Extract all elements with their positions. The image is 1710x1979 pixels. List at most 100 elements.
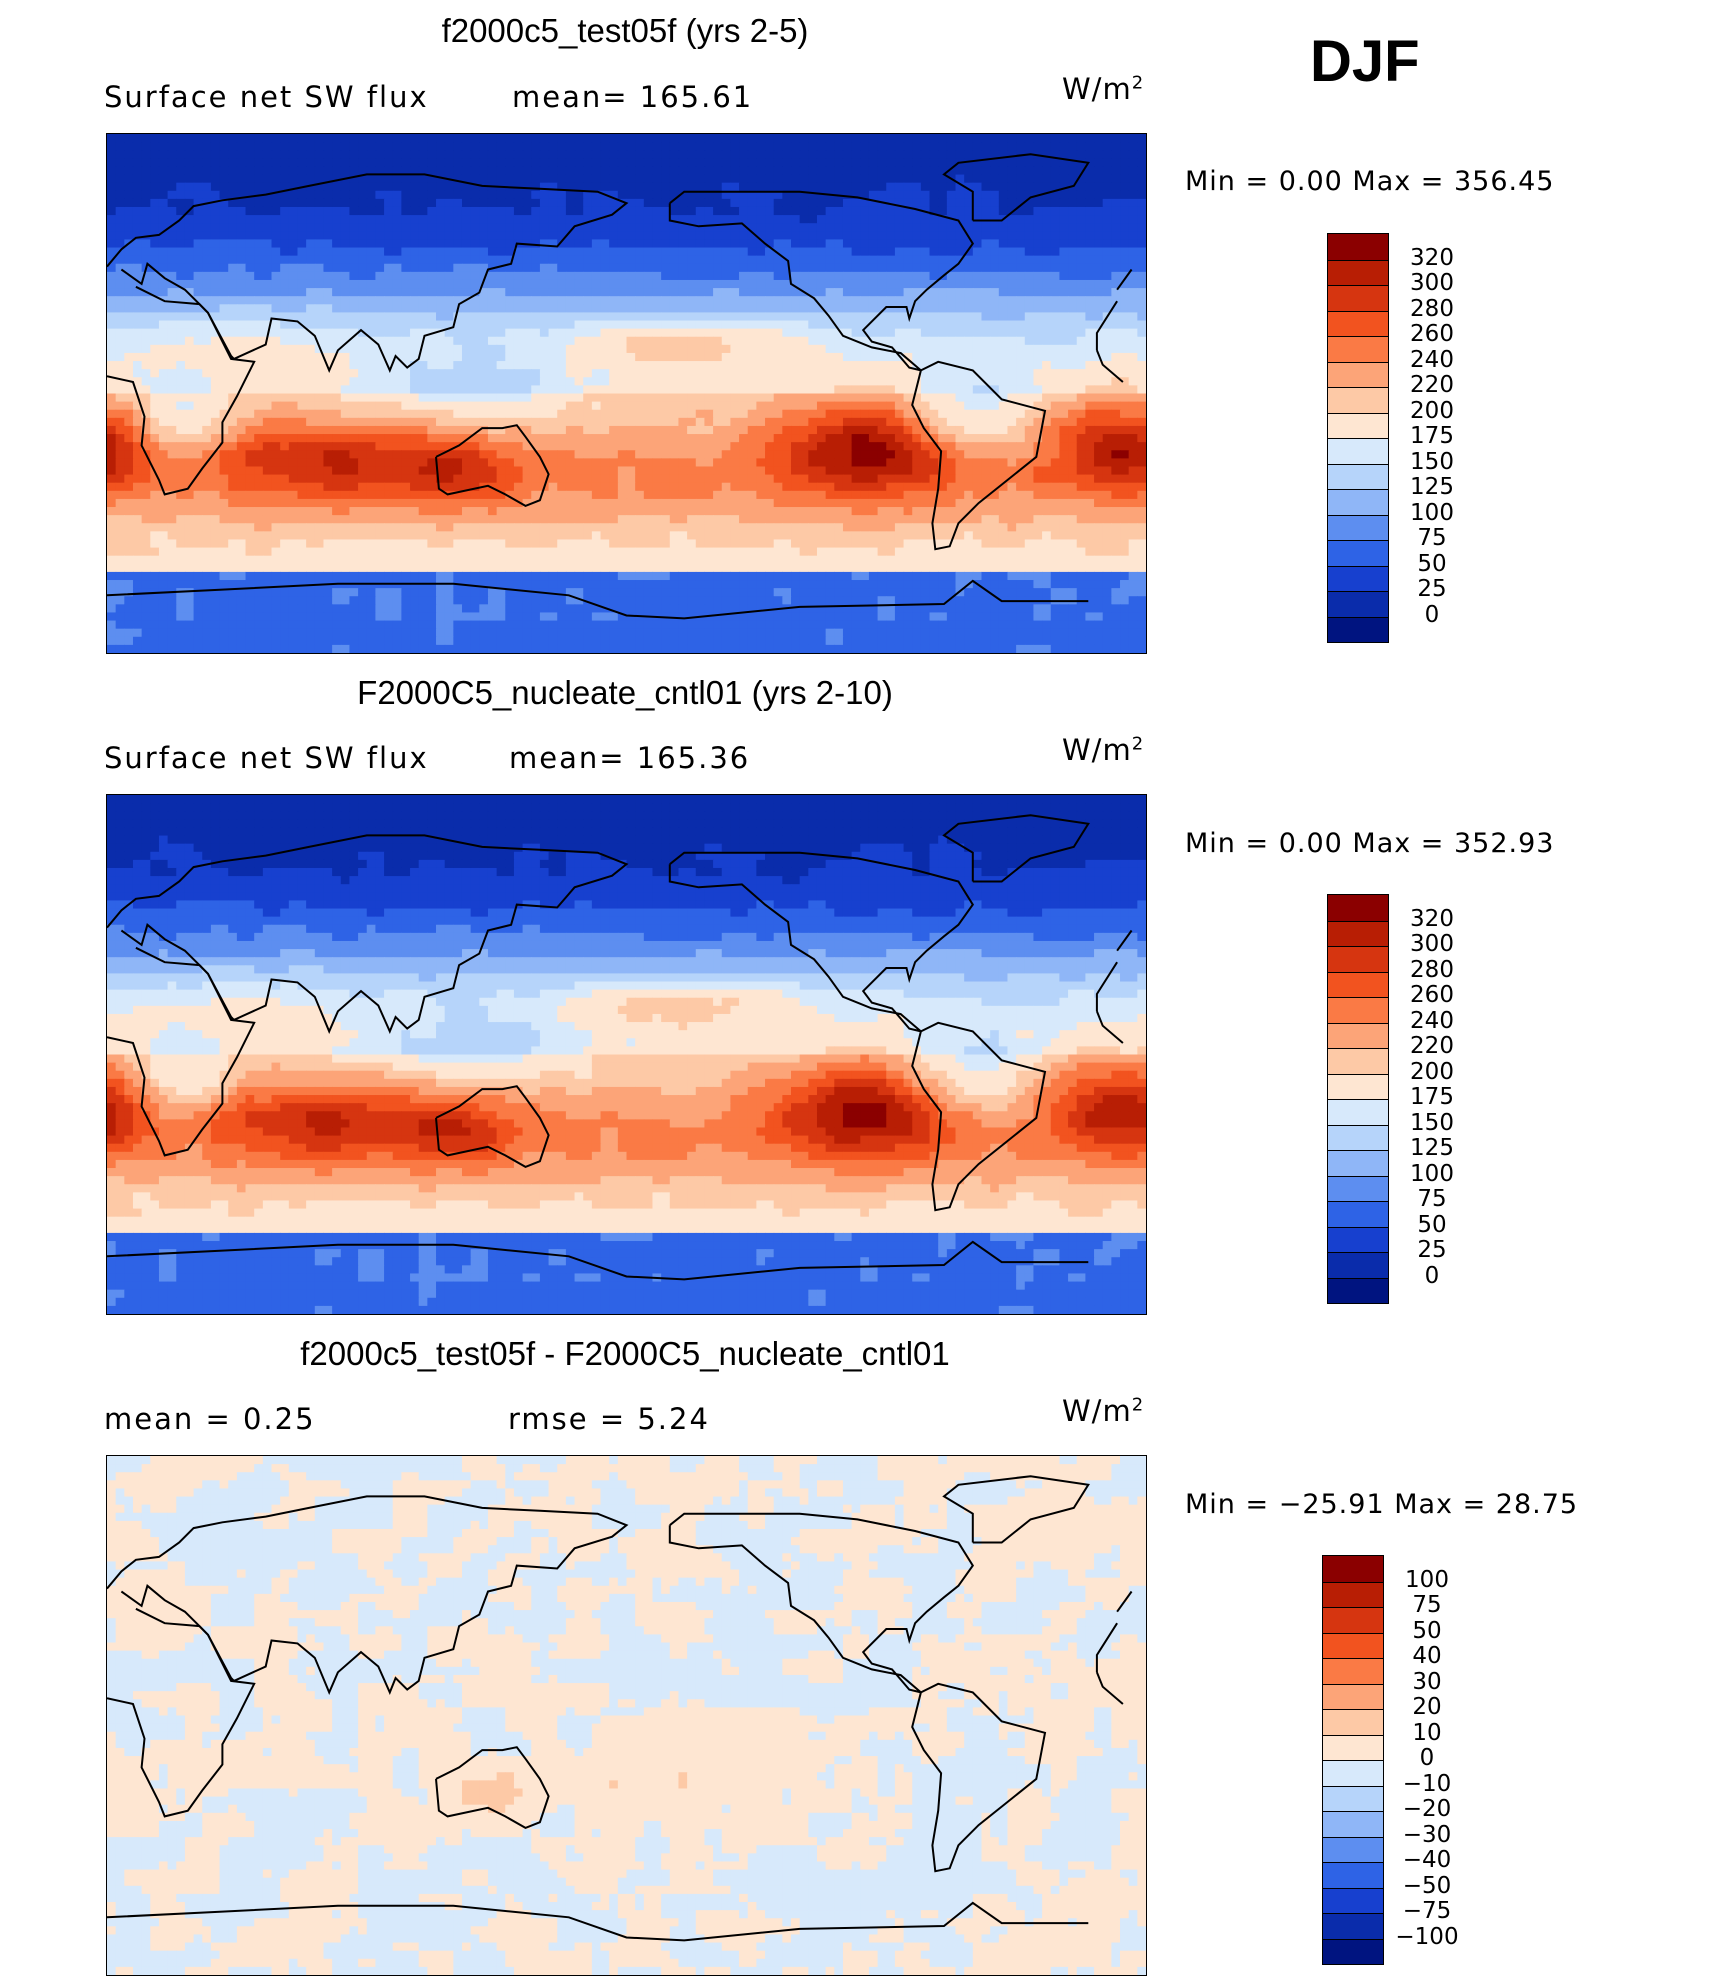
panel1-units: W/m2 [1062,72,1144,106]
colorbar-swatch [1323,1887,1383,1913]
field-map-svg [107,795,1146,1314]
colorbar-swatch [1328,1022,1388,1048]
colorbar-swatch [1323,1556,1383,1582]
colorbar-swatch [1328,540,1388,566]
colorbar-swatch [1328,1048,1388,1074]
colorbar-swatch [1328,438,1388,464]
panel3-title: f2000c5_test05f - F2000C5_nucleate_cntl0… [0,1335,1250,1373]
colorbar-swatch [1323,1811,1383,1837]
colorbar-swatch [1323,1785,1383,1811]
colorbar-swatch [1328,310,1388,336]
colorbar-swatch [1328,1201,1388,1227]
colorbar-tick-label: 25 [1397,576,1467,602]
colorbar-swatch [1328,285,1388,311]
panel2-minmax: Min = 0.00 Max = 352.93 [1185,828,1554,859]
colorbar-tick-label: 320 [1397,245,1467,271]
colorbar-tick-label: 75 [1397,1186,1467,1212]
colorbar-swatch [1323,1658,1383,1684]
colorbar-tick-label: 50 [1397,551,1467,577]
field-map-svg [107,134,1146,653]
colorbar-tick-label: 240 [1397,1008,1467,1034]
coastline [107,1901,1089,1942]
colorbar-swatch [1328,997,1388,1023]
coastline [911,1682,1047,1873]
colorbar-tick-label: 125 [1397,1135,1467,1161]
coastline [911,360,1047,551]
coastline [911,1021,1047,1212]
colorbar-swatch [1328,1175,1388,1201]
colorbar-tick-label: −100 [1392,1924,1462,1950]
panel2-map [106,794,1147,1315]
colorbar-tick-label: 175 [1397,1084,1467,1110]
colorbar-tick-label: 320 [1397,906,1467,932]
colorbar-tick-label: 300 [1397,931,1467,957]
colorbar-tick-label: 240 [1397,347,1467,373]
colorbar-tick-label: 40 [1392,1643,1462,1669]
colorbar-swatch [1328,1226,1388,1252]
coastline [435,424,550,508]
panel1-minmax: Min = 0.00 Max = 356.45 [1185,166,1554,197]
colorbar-swatch [1328,489,1388,515]
panel3-mean: mean = 0.25 [104,1402,316,1436]
panel2-title: F2000C5_nucleate_cntl01 (yrs 2-10) [0,674,1250,712]
colorbar-tick-label: 125 [1397,474,1467,500]
panel3-minmax: Min = −25.91 Max = 28.75 [1185,1489,1578,1520]
colorbar-swatch [1328,463,1388,489]
coastline [107,834,1133,1034]
panel1-map [106,133,1147,654]
colorbar-swatch [1328,514,1388,540]
field-map-svg [107,1456,1146,1975]
colorbar-tick-label: 0 [1397,602,1467,628]
panel2-units: W/m2 [1062,733,1144,767]
colorbar-tick-label: 100 [1397,1161,1467,1187]
coastline [107,579,1089,620]
colorbar-tick-label: 300 [1397,270,1467,296]
colorbar-swatch [1328,1252,1388,1278]
coastline [107,173,1133,373]
panel3-rmse: rmse = 5.24 [508,1402,710,1436]
colorbar-tick-label: −75 [1392,1898,1462,1924]
colorbar-tick-label: −50 [1392,1873,1462,1899]
panel1-mean: mean= 165.61 [512,80,753,114]
coastline [107,1240,1089,1281]
colorbar-tick-label: 280 [1397,296,1467,322]
panel2-field-label: Surface net SW flux [104,741,429,775]
colorbar-swatch [1328,259,1388,285]
panel2-colorbar [1327,894,1389,1304]
panel1-title: f2000c5_test05f (yrs 2-5) [0,12,1250,50]
colorbar-swatch [1323,1683,1383,1709]
colorbar-tick-label: 200 [1397,1059,1467,1085]
colorbar-tick-label: 100 [1397,500,1467,526]
coastline [668,851,975,1033]
colorbar-tick-label: −30 [1392,1822,1462,1848]
colorbar-swatch [1323,1836,1383,1862]
panel3-colorbar [1322,1555,1384,1965]
colorbar-tick-label: −10 [1392,1771,1462,1797]
colorbar-tick-label: 175 [1397,423,1467,449]
colorbar-swatch [1328,565,1388,591]
colorbar-swatch [1323,1760,1383,1786]
colorbar-tick-label: 75 [1397,525,1467,551]
colorbar-tick-label: 260 [1397,321,1467,347]
colorbar-tick-label: 220 [1397,1033,1467,1059]
colorbar-tick-label: 10 [1392,1720,1462,1746]
colorbar-swatch [1328,920,1388,946]
colorbar-swatch [1328,946,1388,972]
panel3-map [106,1455,1147,1976]
colorbar-tick-label: 30 [1392,1669,1462,1695]
colorbar-swatch [1328,1099,1388,1125]
coastline [107,1495,1133,1695]
coastline [107,285,1124,496]
colorbar-tick-label: 150 [1397,1110,1467,1136]
colorbar-swatch [1328,616,1388,642]
colorbar-swatch [1328,971,1388,997]
colorbar-swatch [1328,1277,1388,1303]
season-label: DJF [1310,28,1420,95]
colorbar-swatch [1328,361,1388,387]
colorbar-swatch [1328,387,1388,413]
colorbar-swatch [1328,412,1388,438]
coastline [668,1512,975,1694]
panel3-units: W/m2 [1062,1394,1144,1428]
panel1-field-label: Surface net SW flux [104,80,429,114]
field-cells [107,795,1146,1314]
